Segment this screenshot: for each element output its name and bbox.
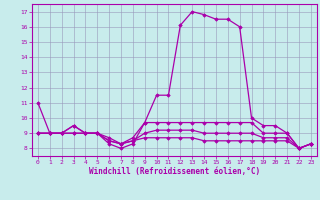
X-axis label: Windchill (Refroidissement éolien,°C): Windchill (Refroidissement éolien,°C) [89, 167, 260, 176]
